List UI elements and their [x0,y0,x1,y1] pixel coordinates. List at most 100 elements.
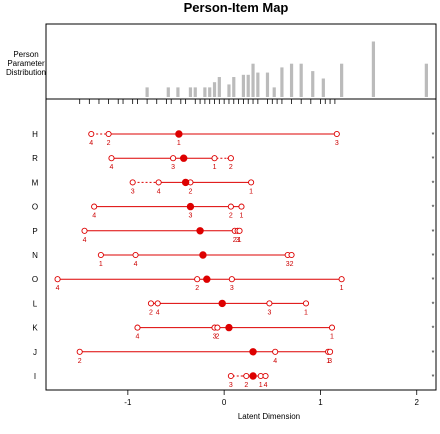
histogram-bar [217,77,221,97]
histogram-bar [321,78,325,97]
threshold-label: 4 [156,309,160,316]
threshold-marker [129,179,136,186]
histogram-bar [251,63,255,97]
threshold-label: 3 [188,213,192,220]
threshold-marker [105,130,112,138]
threshold-marker [97,251,104,259]
threshold-label: 1 [340,285,344,292]
threshold-marker [214,324,221,331]
x-tick-label: 1 [318,398,323,407]
threshold-marker [132,251,139,259]
threshold-marker [170,155,177,162]
threshold-label: 4 [56,285,60,292]
item-location-marker [175,130,183,138]
item-marker-star: * [432,277,435,284]
item-label: O [32,275,38,284]
threshold-label: 1 [213,164,217,171]
item-marker-star: * [432,205,435,212]
threshold-marker [248,179,255,186]
threshold-marker [266,300,273,307]
item-marker-star: * [432,350,435,357]
threshold-label: 2 [149,309,153,316]
bottom-panel-frame [45,98,437,391]
item-location-marker [218,299,226,308]
threshold-marker [211,155,218,162]
panel-label-line-2: Parameter [7,59,45,68]
threshold-label: 2 [195,285,199,292]
item-label: M [32,178,39,187]
item-marker-star: * [432,156,435,163]
item-rows: H4 2 1 3*R4 3 1 2*M3 4 2 1*O4 3 2 1*P4 231*N1 4 3 2*O4 2 3… [32,130,435,389]
item-row: R 4 3 1 2 * [32,154,435,171]
item-location-marker [249,372,257,380]
threshold-label: 1 [99,261,103,268]
item-label: R [32,154,38,163]
histogram-bar [246,74,250,97]
item-location-marker [225,323,233,332]
top-panel-frame [45,23,437,100]
histogram-bar [203,87,207,97]
item-marker-star: * [432,326,435,333]
threshold-label: 3 [230,285,234,292]
threshold-marker [88,130,95,138]
threshold-marker [236,227,243,234]
threshold-label: 4 [83,237,87,244]
histogram-bar [299,63,303,97]
item-label: H [32,130,38,139]
panel-label-line-3: Distribution [6,68,46,77]
threshold-marker [338,276,345,283]
histogram-bar [208,87,212,97]
item-label: N [32,251,38,260]
threshold-label: 2 [233,237,237,244]
threshold-label: 1 [238,237,242,244]
item-marker-star: * [432,180,435,187]
item-row: O 4 3 2 1 * [32,203,435,220]
threshold-label: 2 [244,382,248,389]
item-marker-star: * [432,132,435,139]
threshold-label: 1 [177,140,181,147]
threshold-marker [76,348,83,355]
item-marker-star: * [432,301,435,308]
chart-title: Person-Item Map [184,0,289,15]
threshold-marker [194,276,201,283]
person-rug [79,99,336,104]
threshold-label: 3 [286,261,290,268]
item-location-marker [186,202,195,211]
histogram-bar [212,82,217,97]
item-label: L [33,299,38,308]
histogram-bar [193,87,197,97]
threshold-label: 1 [240,213,244,220]
item-row: O 4 2 3 1 * [32,275,435,292]
x-axis: -1 0 1 2 [124,390,420,407]
threshold-label: 3 [229,382,233,389]
item-label: O [32,203,38,212]
threshold-label: 2 [78,358,82,365]
histogram-bar [166,87,170,97]
item-label: P [32,227,37,236]
histogram-bar [371,41,376,97]
item-row: P 4 231 * [32,227,434,244]
histogram-bar [265,72,270,97]
threshold-marker [288,251,295,259]
item-location-marker [199,251,207,259]
item-row: M 3 4 2 1 * [32,178,435,195]
threshold-marker [333,130,340,138]
x-axis-label: Latent Dimension [238,412,300,421]
threshold-label: 1 [249,188,253,195]
item-label: K [32,324,38,333]
threshold-marker [147,300,155,307]
item-label: J [33,348,37,357]
x-tick-label: -1 [124,398,132,407]
threshold-marker [227,203,234,210]
histogram-bar [188,87,193,97]
threshold-label: 1 [304,309,308,316]
threshold-label: 4 [89,140,93,147]
histogram-bar [340,63,344,97]
threshold-label: 3 [236,237,240,244]
histogram-bar [280,67,284,97]
threshold-label: 3 [171,164,175,171]
threshold-label: 2 [229,164,233,171]
histogram-bar [424,63,428,97]
item-row: I 3 2 1 4 * [34,372,435,389]
item-row: K 4 32 1 * [32,324,434,341]
